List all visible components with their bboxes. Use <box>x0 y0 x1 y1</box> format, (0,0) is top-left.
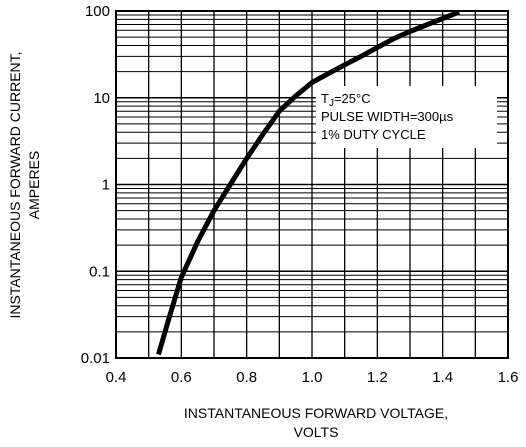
y-tick-label: 0.01 <box>81 350 110 367</box>
x-tick-label: 0.4 <box>106 369 127 386</box>
note-pulse-width: PULSE WIDTH=300µs <box>321 109 454 124</box>
x-tick-label: 0.6 <box>171 369 192 386</box>
note-duty-cycle: 1% DUTY CYCLE <box>321 127 426 142</box>
note-background <box>316 86 497 148</box>
x-tick-label: 1.4 <box>432 369 453 386</box>
note-junction-temp: TJ=25°C <box>321 91 371 109</box>
x-tick-label: 0.8 <box>236 369 257 386</box>
y-tick-labels: 0.01 0.1 1 10 100 <box>81 3 110 367</box>
forward-current-curve <box>156 9 460 356</box>
x-tick-label: 1.6 <box>498 369 519 386</box>
y-axis-label-line1: INSTANTANEOUS FORWARD CURRENT, <box>7 51 23 318</box>
y-axis-label-line2: AMPERES <box>26 151 42 219</box>
y-tick-label: 100 <box>85 3 110 20</box>
y-tick-label: 1 <box>102 177 110 194</box>
plot-frame <box>115 10 509 359</box>
series-layer <box>156 9 460 356</box>
x-axis-label-line1: INSTANTANEOUS FORWARD VOLTAGE, <box>184 405 448 421</box>
x-tick-labels: 0.4 0.6 0.8 1.0 1.2 1.4 1.6 <box>106 369 519 386</box>
y-tick-label: 10 <box>93 90 110 107</box>
x-tick-label: 1.0 <box>302 369 323 386</box>
test-conditions-note: TJ=25°C PULSE WIDTH=300µs 1% DUTY CYCLE <box>316 86 497 148</box>
x-tick-label: 1.2 <box>367 369 388 386</box>
x-axis-label-line2: VOLTS <box>294 424 339 440</box>
y-tick-label: 0.1 <box>89 263 110 280</box>
